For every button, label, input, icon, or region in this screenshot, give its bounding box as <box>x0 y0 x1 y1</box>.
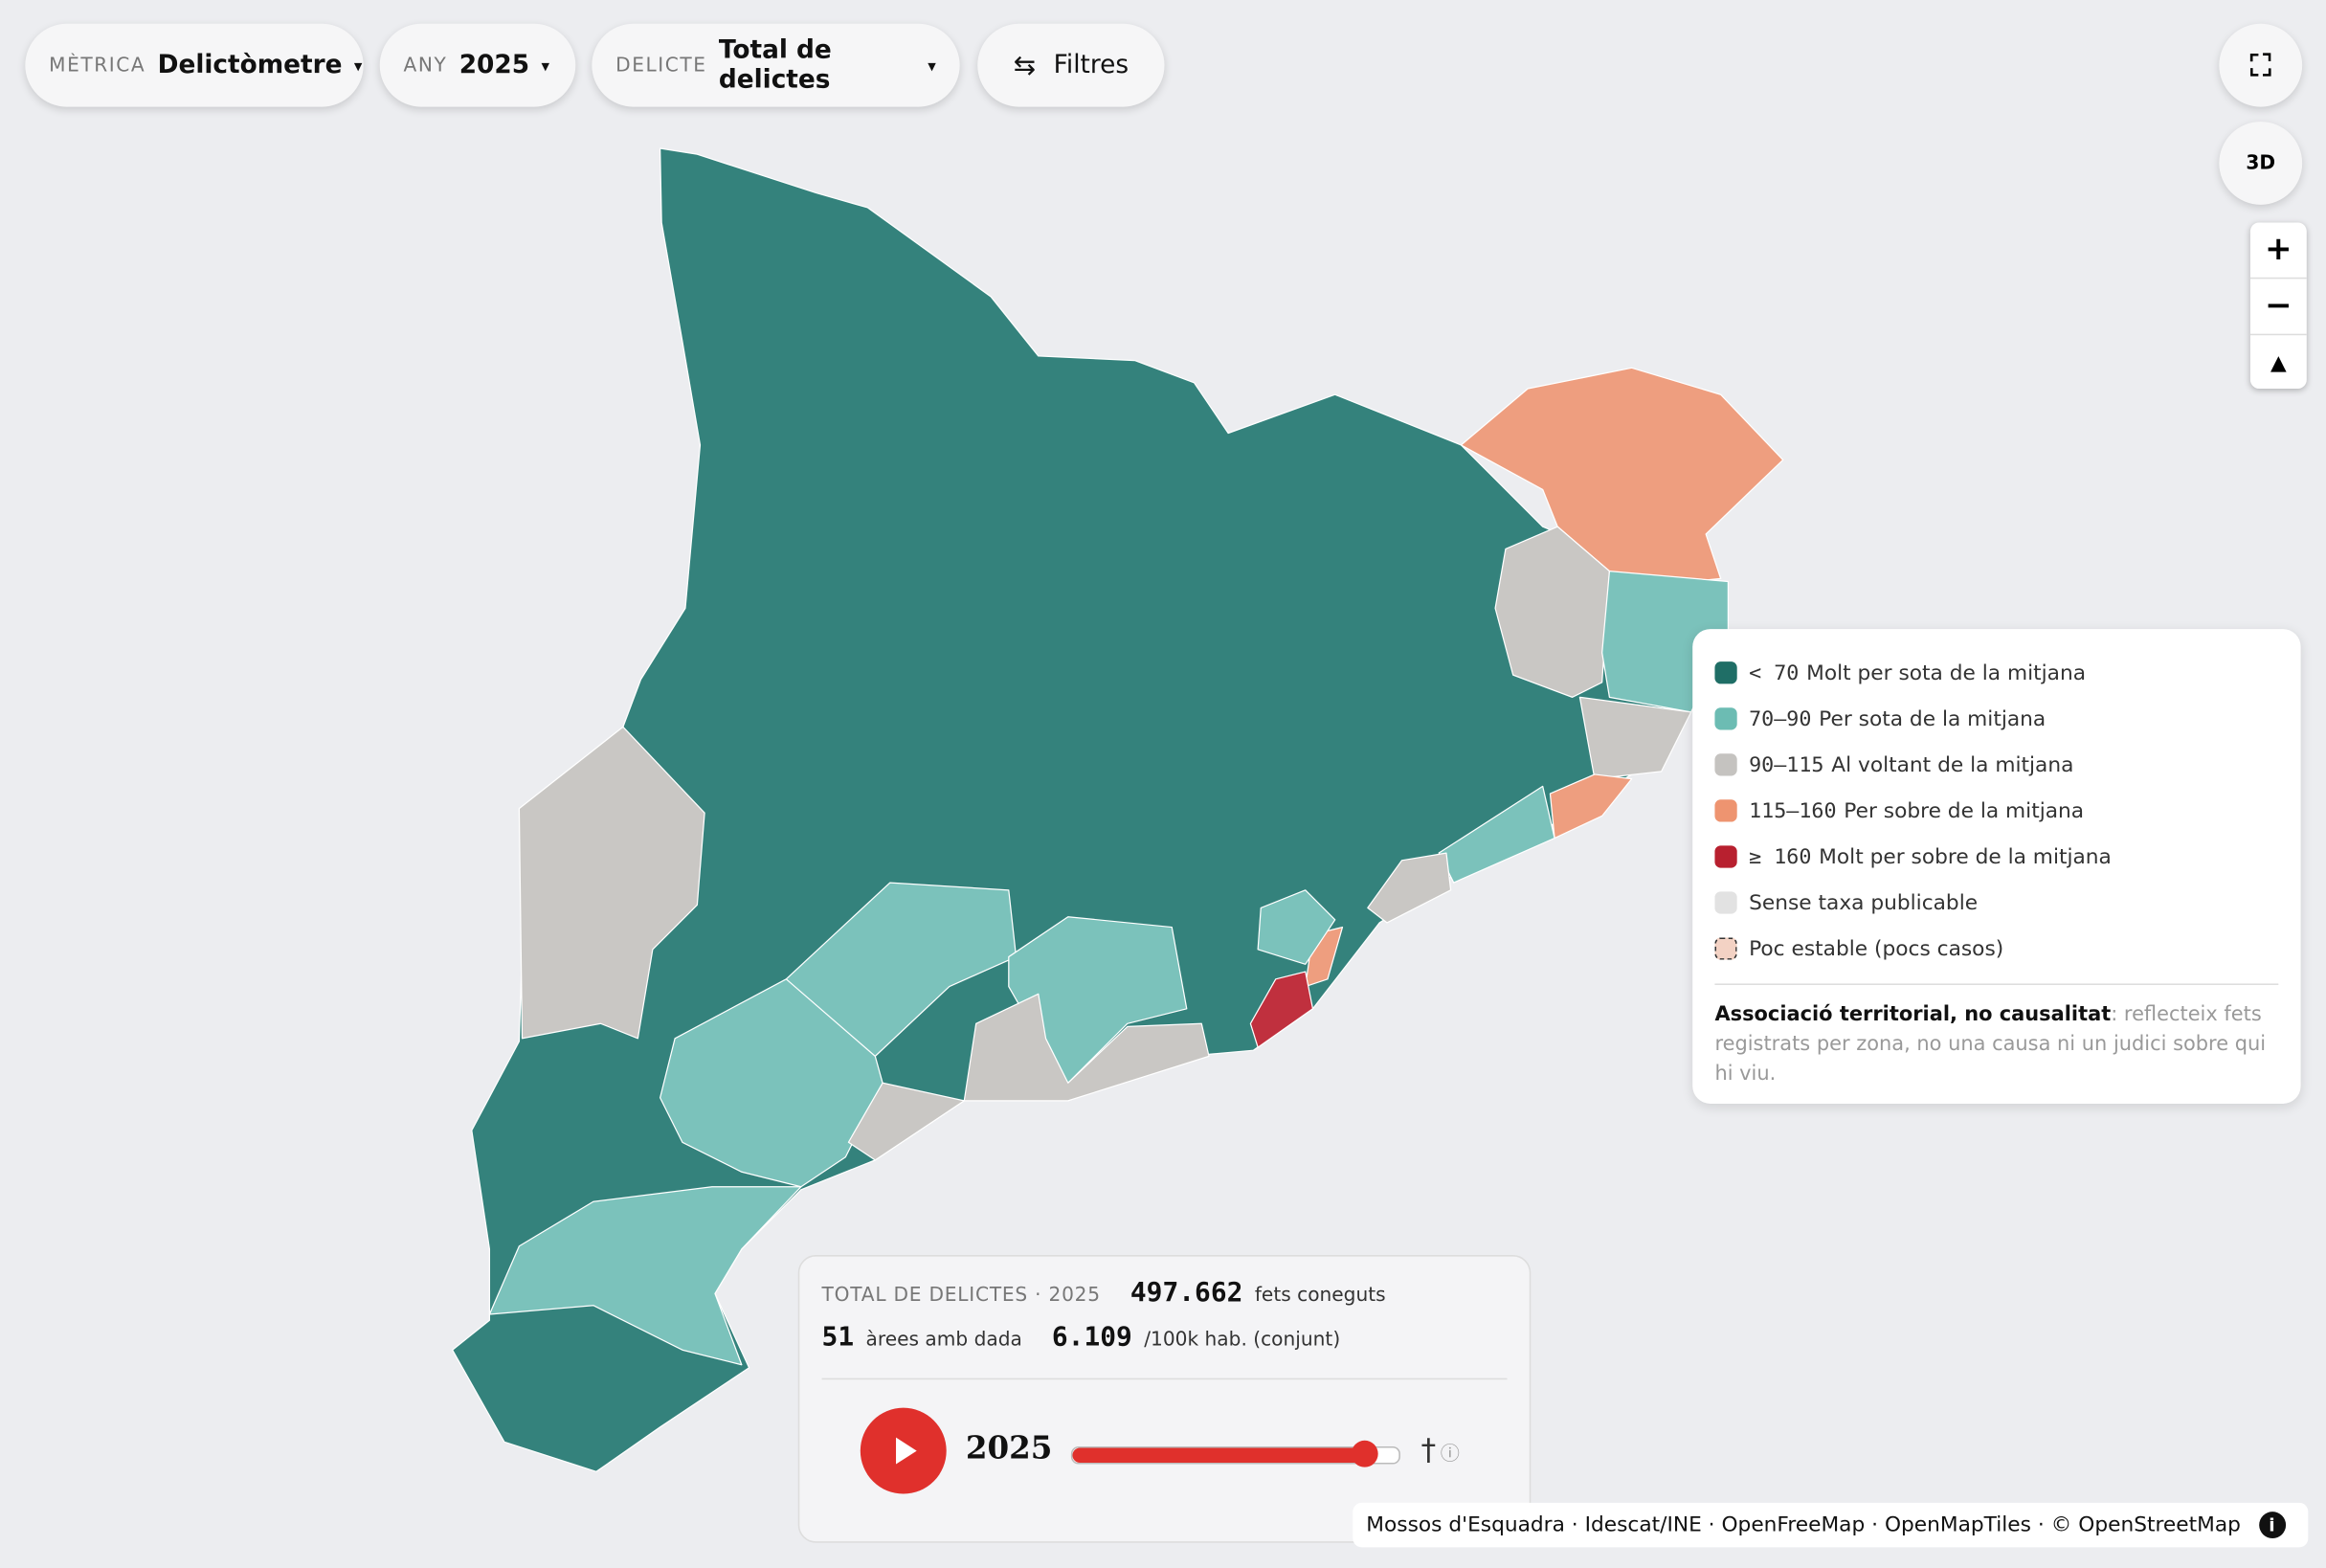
legend-item: 90–115 Al voltant de la mitjana <box>1714 742 2278 788</box>
region <box>488 1186 802 1366</box>
timeline-marker: † ⓘ <box>1421 1431 1460 1467</box>
legend-label: Molt per sota de la mitjana <box>1806 661 2087 685</box>
compass[interactable]: ▲ <box>2270 350 2287 375</box>
legend-range: 70–90 <box>1749 706 1812 731</box>
zoom-out[interactable]: − <box>2249 279 2307 336</box>
legend-item: Sense taxa publicable <box>1714 880 2278 926</box>
legend-swatch <box>1714 845 1737 868</box>
legend-item: 70–90 Per sota de la mitjana <box>1714 696 2278 742</box>
region <box>1494 526 1611 698</box>
legend-label: Sense taxa publicable <box>1749 890 1979 915</box>
legend-swatch <box>1714 799 1737 822</box>
play-button[interactable] <box>860 1407 947 1494</box>
marker-symbol: † <box>1420 1431 1437 1467</box>
metric-label: MÈTRICA <box>49 54 146 77</box>
legend-range: < 70 <box>1749 661 1800 685</box>
legend-label: Per sobre de la mitjana <box>1844 798 2085 823</box>
legend-item: < 70 Molt per sota de la mitjana <box>1714 650 2278 696</box>
info-icon[interactable]: ⓘ <box>1440 1443 1460 1467</box>
filters-button[interactable]: ⇆ Filtres <box>977 23 1165 107</box>
stats-panel: TOTAL DE DELICTES · 2025 497.662 fets cone… <box>797 1255 1532 1543</box>
legend: < 70 Molt per sota de la mitjana 70–90 Per … <box>1692 629 2301 1104</box>
chevron: ▾ <box>928 56 936 76</box>
metric-value: Delictòmetre <box>157 50 343 80</box>
slider-fill <box>1072 1447 1364 1464</box>
crime-select[interactable]: DELICTE Total de delictes ▾ <box>592 23 960 107</box>
region <box>847 1082 965 1161</box>
timeline-slider[interactable] <box>1070 1440 1400 1467</box>
year-select[interactable]: ANY 2025 ▾ <box>379 23 576 107</box>
region <box>1257 889 1336 965</box>
crime-label: DELICTE <box>615 54 707 77</box>
zoom-in[interactable]: + <box>2249 222 2307 280</box>
legend-label: Poc estable (pocs casos) <box>1749 936 2004 961</box>
legend-swatch <box>1714 891 1737 914</box>
info-button[interactable]: i <box>2258 1512 2286 1539</box>
stats-row: TOTAL DE DELICTES · 2025 497.662 fets cone… <box>822 1277 1508 1321</box>
zoom-control: + − ▲ <box>2249 222 2307 390</box>
legend-range: ≥ 160 <box>1749 844 1812 869</box>
legend-range: 90–115 <box>1749 752 1824 777</box>
chevron: ▾ <box>541 56 550 76</box>
region <box>1249 971 1314 1048</box>
legend-item: ≥ 160 Molt per sobre de la mitjana <box>1714 834 2278 880</box>
attribution: Mossos d'Esquadra · Idescat/INE · OpenFr… <box>1353 1502 2309 1548</box>
filters-label: Filtres <box>1053 50 1129 80</box>
legend-swatch <box>1714 753 1737 776</box>
filters-icon: ⇆ <box>1013 49 1037 81</box>
metric-select[interactable]: MÈTRICA Delictòmetre ▾ <box>25 23 364 107</box>
region <box>1460 367 1784 587</box>
legend-items: < 70 Molt per sota de la mitjana 70–90 Per … <box>1714 650 2278 972</box>
attribution-text: Mossos d'Esquadra · Idescat/INE · OpenFr… <box>1366 1512 2241 1537</box>
legend-label: Molt per sobre de la mitjana <box>1819 844 2112 869</box>
legend-label: Al voltant de la mitjana <box>1831 752 2074 777</box>
3d-button[interactable]: 3D <box>2219 122 2303 205</box>
legend-item: Poc estable (pocs casos) <box>1714 926 2278 972</box>
crime-value: Total de delictes <box>718 35 832 96</box>
region <box>518 726 705 1040</box>
note-text: : reflecteix fets registrats per zona, n… <box>1714 1002 2267 1086</box>
rate: 6.109 <box>1051 1321 1132 1354</box>
stats-row: 51 àrees amb dada 6.109/100k hab. (conjunt… <box>822 1322 1508 1366</box>
chevron: ▾ <box>353 56 363 76</box>
slider-knob[interactable] <box>1351 1440 1378 1467</box>
region <box>1367 852 1452 924</box>
legend-range: 115–160 <box>1749 798 1837 823</box>
note-title: Associació territorial, no causalitat <box>1714 1002 2112 1027</box>
region <box>963 993 1210 1102</box>
stats-title: TOTAL DE DELICTES · 2025 <box>821 1285 1101 1308</box>
legend-item: 115–160 Per sobre de la mitjana <box>1714 788 2278 834</box>
total: 497.662 <box>1129 1277 1243 1309</box>
fullscreen-button[interactable]: ⛶ <box>2219 23 2303 107</box>
areas: 51 <box>821 1321 855 1354</box>
total-unit: fets coneguts <box>1254 1285 1386 1308</box>
legend-swatch <box>1714 707 1737 730</box>
legend-label: Per sota de la mitjana <box>1819 706 2046 731</box>
year-label: ANY <box>403 54 448 77</box>
play-icon <box>896 1437 917 1465</box>
rate-unit: /100k hab. (conjunt) <box>1144 1329 1341 1352</box>
region <box>659 978 883 1188</box>
legend-swatch <box>1714 661 1737 684</box>
timeline-year: 2025 <box>965 1428 1053 1467</box>
legend-note: Associació territorial, no causalitat: r… <box>1714 983 2279 1088</box>
areas-unit: àrees amb dada <box>865 1329 1022 1352</box>
legend-swatch <box>1714 937 1737 960</box>
divider <box>821 1378 1508 1380</box>
region <box>1578 696 1692 780</box>
region <box>1549 773 1633 840</box>
year-value: 2025 <box>458 50 530 80</box>
